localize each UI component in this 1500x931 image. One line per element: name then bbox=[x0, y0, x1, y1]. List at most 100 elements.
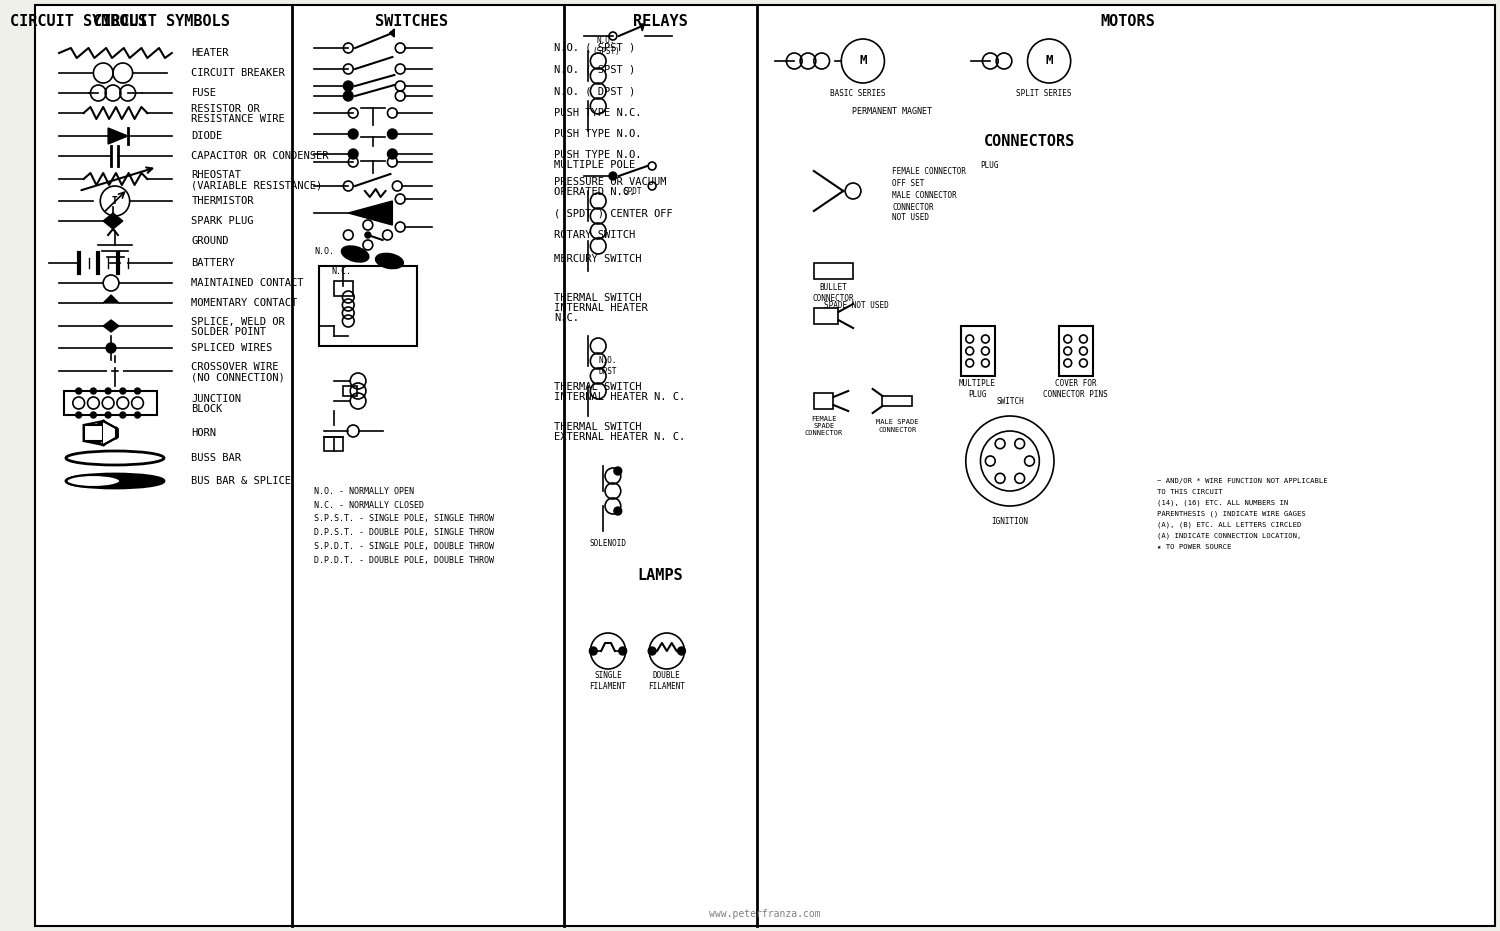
Text: SWITCH: SWITCH bbox=[996, 397, 1024, 406]
Bar bbox=[333, 281, 352, 296]
Text: N.C. - NORMALLY CLOSED: N.C. - NORMALLY CLOSED bbox=[314, 501, 424, 509]
Text: N.O. ( DPST ): N.O. ( DPST ) bbox=[554, 86, 636, 96]
Text: MALE SPADE
CONNECTOR: MALE SPADE CONNECTOR bbox=[876, 420, 918, 433]
Text: COVER FOR
CONNECTOR PINS: COVER FOR CONNECTOR PINS bbox=[1042, 379, 1108, 398]
Bar bbox=[882, 396, 912, 406]
Circle shape bbox=[620, 647, 627, 655]
Circle shape bbox=[387, 149, 398, 159]
Text: M: M bbox=[1046, 55, 1053, 68]
Circle shape bbox=[135, 388, 141, 394]
Polygon shape bbox=[104, 320, 118, 332]
Polygon shape bbox=[108, 128, 128, 144]
Circle shape bbox=[348, 129, 358, 139]
Text: CIRCUIT BREAKER: CIRCUIT BREAKER bbox=[192, 68, 285, 78]
Text: BUS BAR & SPLICE: BUS BAR & SPLICE bbox=[192, 476, 291, 486]
Text: SPDT: SPDT bbox=[624, 186, 642, 196]
Text: RESISTANCE WIRE: RESISTANCE WIRE bbox=[192, 114, 285, 124]
Text: ~ AND/OR * WIRE FUNCTION NOT APPLICABLE: ~ AND/OR * WIRE FUNCTION NOT APPLICABLE bbox=[1156, 478, 1328, 484]
Bar bbox=[320, 266, 417, 346]
Text: ( SPDT ) CENTER OFF: ( SPDT ) CENTER OFF bbox=[554, 208, 674, 218]
Circle shape bbox=[105, 388, 111, 394]
Text: MAINTAINED CONTACT: MAINTAINED CONTACT bbox=[192, 278, 304, 288]
Text: N.O. ( SPST ): N.O. ( SPST ) bbox=[554, 64, 636, 74]
Text: SINGLE
FILAMENT: SINGLE FILAMENT bbox=[590, 671, 627, 691]
Text: MOTORS: MOTORS bbox=[1100, 14, 1155, 29]
Circle shape bbox=[90, 388, 96, 394]
Ellipse shape bbox=[376, 253, 404, 268]
Text: N.O.
DPST: N.O. DPST bbox=[598, 357, 618, 376]
Text: OFF SET: OFF SET bbox=[892, 179, 924, 187]
Text: N.O. - NORMALLY OPEN: N.O. - NORMALLY OPEN bbox=[314, 487, 414, 495]
Circle shape bbox=[648, 647, 656, 655]
Circle shape bbox=[120, 412, 126, 418]
Circle shape bbox=[364, 232, 370, 238]
Text: (A) INDICATE CONNECTION LOCATION,: (A) INDICATE CONNECTION LOCATION, bbox=[1156, 533, 1302, 539]
Text: PLUG: PLUG bbox=[981, 160, 999, 169]
Bar bbox=[104, 421, 116, 445]
Bar bbox=[324, 437, 344, 451]
Text: SPLIT SERIES: SPLIT SERIES bbox=[1017, 88, 1072, 98]
Polygon shape bbox=[104, 295, 118, 303]
Circle shape bbox=[106, 343, 116, 353]
Text: D.P.S.T. - DOUBLE POLE, SINGLE THROW: D.P.S.T. - DOUBLE POLE, SINGLE THROW bbox=[314, 529, 494, 537]
Text: SPARK PLUG: SPARK PLUG bbox=[192, 216, 254, 226]
Bar bbox=[84, 425, 104, 441]
Text: N.C.: N.C. bbox=[332, 266, 351, 276]
Text: LAMPS: LAMPS bbox=[638, 569, 682, 584]
Bar bbox=[815, 393, 834, 409]
Circle shape bbox=[678, 647, 686, 655]
Text: N.C.: N.C. bbox=[554, 313, 579, 323]
Text: CONNECTOR: CONNECTOR bbox=[892, 203, 934, 211]
Text: MALE CONNECTOR: MALE CONNECTOR bbox=[892, 191, 957, 199]
Text: SOLDER POINT: SOLDER POINT bbox=[192, 327, 267, 337]
Text: TO THIS CIRCUIT: TO THIS CIRCUIT bbox=[1156, 489, 1222, 495]
Circle shape bbox=[387, 129, 398, 139]
Text: BASIC SERIES: BASIC SERIES bbox=[830, 88, 885, 98]
Text: CONNECTORS: CONNECTORS bbox=[984, 133, 1076, 149]
Text: BATTERY: BATTERY bbox=[192, 258, 236, 268]
Circle shape bbox=[120, 388, 126, 394]
Circle shape bbox=[344, 81, 352, 91]
Text: PARENTHESIS () INDICATE WIRE GAGES: PARENTHESIS () INDICATE WIRE GAGES bbox=[1156, 511, 1305, 518]
Text: MULTIPLE
PLUG: MULTIPLE PLUG bbox=[958, 379, 996, 398]
Text: THERMAL SWITCH: THERMAL SWITCH bbox=[554, 422, 642, 432]
Bar bbox=[1059, 326, 1094, 376]
Text: SPLICE, WELD OR: SPLICE, WELD OR bbox=[192, 317, 285, 327]
Text: (VARIABLE RESISTANCE): (VARIABLE RESISTANCE) bbox=[192, 180, 322, 190]
Ellipse shape bbox=[66, 474, 164, 488]
Text: SPADE NOT USED: SPADE NOT USED bbox=[824, 302, 888, 311]
Text: OPERATED N.C.: OPERATED N.C. bbox=[554, 187, 636, 197]
Bar bbox=[815, 308, 839, 324]
Circle shape bbox=[76, 412, 81, 418]
Ellipse shape bbox=[342, 247, 369, 262]
Polygon shape bbox=[390, 29, 394, 37]
Text: MOMENTARY CONTACT: MOMENTARY CONTACT bbox=[192, 298, 297, 308]
Text: T: T bbox=[112, 196, 118, 206]
Text: CIRCUIT SYMBOLS: CIRCUIT SYMBOLS bbox=[10, 14, 147, 29]
Circle shape bbox=[614, 507, 621, 515]
Text: SOLENOID: SOLENOID bbox=[590, 538, 627, 547]
Text: MERCURY SWITCH: MERCURY SWITCH bbox=[554, 254, 642, 264]
Text: (NO CONNECTION): (NO CONNECTION) bbox=[192, 372, 285, 382]
Text: N.O. ( SPST ): N.O. ( SPST ) bbox=[554, 43, 636, 53]
Text: RHEOSTAT: RHEOSTAT bbox=[192, 170, 242, 180]
Circle shape bbox=[590, 647, 597, 655]
Text: IGNITION: IGNITION bbox=[992, 517, 1029, 525]
Text: (14), (16) ETC. ALL NUMBERS IN: (14), (16) ETC. ALL NUMBERS IN bbox=[1156, 500, 1288, 506]
Text: BLOCK: BLOCK bbox=[192, 404, 222, 414]
Text: PERMANENT MAGNET: PERMANENT MAGNET bbox=[852, 106, 933, 115]
Text: N.O.
(SPST): N.O. (SPST) bbox=[592, 36, 619, 56]
Text: S.P.S.T. - SINGLE POLE, SINGLE THROW: S.P.S.T. - SINGLE POLE, SINGLE THROW bbox=[314, 515, 494, 523]
Text: PRESSURE OR VACUUM: PRESSURE OR VACUUM bbox=[554, 177, 666, 187]
Text: GROUND: GROUND bbox=[192, 236, 230, 246]
Text: MULTIPLE POLE: MULTIPLE POLE bbox=[554, 160, 636, 170]
Circle shape bbox=[105, 412, 111, 418]
Text: JUNCTION: JUNCTION bbox=[192, 394, 242, 404]
Bar bbox=[962, 326, 994, 376]
Circle shape bbox=[348, 149, 358, 159]
Circle shape bbox=[90, 412, 96, 418]
Text: RELAYS: RELAYS bbox=[633, 14, 687, 29]
Text: DOUBLE
FILAMENT: DOUBLE FILAMENT bbox=[648, 671, 686, 691]
Text: FEMALE CONNECTOR: FEMALE CONNECTOR bbox=[892, 167, 966, 176]
Text: www.peterfranza.com: www.peterfranza.com bbox=[710, 909, 821, 919]
